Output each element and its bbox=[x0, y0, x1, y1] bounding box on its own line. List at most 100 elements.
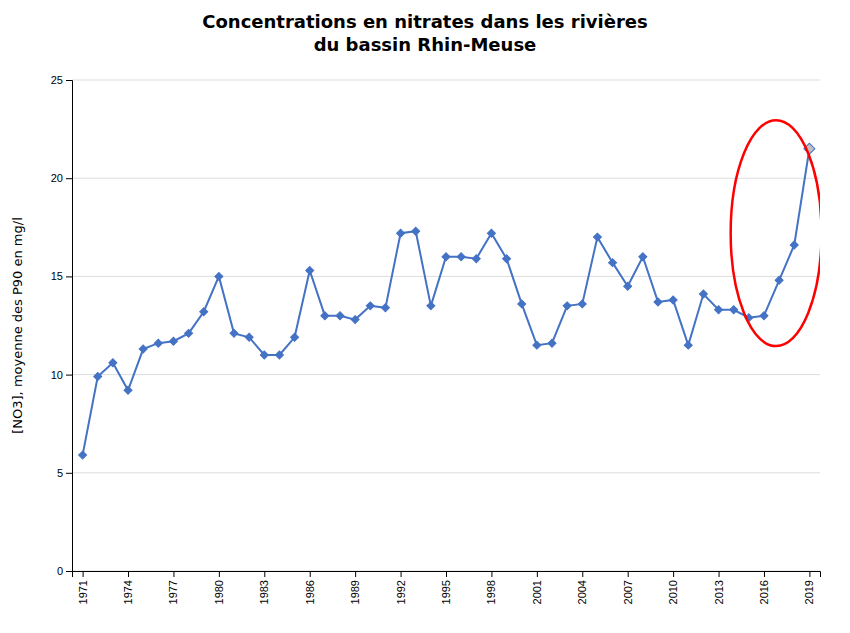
y-tick-label: 25 bbox=[51, 74, 63, 86]
x-tick: 1992 bbox=[395, 571, 407, 604]
grid-line bbox=[72, 80, 820, 81]
x-tick-label: 1995 bbox=[440, 580, 452, 604]
y-tick: 10 bbox=[51, 369, 72, 381]
point bbox=[699, 290, 707, 298]
point bbox=[487, 229, 495, 237]
x-tick-label: 2019 bbox=[803, 580, 815, 604]
point bbox=[306, 267, 314, 275]
x-tick-label: 2004 bbox=[576, 580, 588, 604]
title: Concentrations en nitrates dans les rivi… bbox=[202, 11, 647, 55]
y-axis-line bbox=[66, 81, 73, 572]
point bbox=[442, 253, 450, 261]
x-tick-mark bbox=[128, 571, 129, 577]
x-tick-mark bbox=[582, 571, 583, 577]
y-tick-mark bbox=[66, 178, 72, 179]
point bbox=[291, 333, 299, 341]
x-tick: 2001 bbox=[531, 571, 543, 604]
point bbox=[139, 345, 147, 353]
point bbox=[366, 302, 374, 310]
y-tick-label: 0 bbox=[57, 565, 63, 577]
point bbox=[336, 312, 344, 320]
point bbox=[472, 255, 480, 263]
x-tick: 2013 bbox=[713, 571, 725, 604]
chart: 1971 1974 1977 1980 1983 1986 1989 1992 1995 1998… bbox=[0, 0, 850, 633]
point bbox=[760, 312, 768, 320]
x-tick-mark bbox=[355, 571, 356, 577]
y-tick: 0 bbox=[57, 565, 72, 577]
point bbox=[609, 259, 617, 267]
x-tick: 1977 bbox=[167, 571, 179, 604]
x-tick-mark bbox=[719, 571, 720, 577]
y-tick-label: 20 bbox=[51, 172, 63, 184]
y-tick-mark bbox=[66, 571, 72, 572]
x-tick-label: 1989 bbox=[349, 580, 361, 604]
point bbox=[593, 233, 601, 241]
grid-line bbox=[72, 276, 820, 277]
y-axis-title: [NO3], moyenne des P90 en mg/l bbox=[10, 217, 25, 434]
point bbox=[260, 351, 268, 359]
x-tick: 2007 bbox=[622, 571, 634, 604]
point bbox=[730, 306, 738, 314]
x-tick: 1974 bbox=[122, 571, 134, 604]
grid bbox=[72, 80, 820, 571]
x-tick-mark bbox=[264, 571, 265, 577]
x-tick-mark bbox=[83, 571, 84, 577]
point bbox=[321, 312, 329, 320]
point bbox=[185, 329, 193, 337]
point bbox=[275, 351, 283, 359]
point bbox=[684, 341, 692, 349]
y-tick-mark bbox=[66, 375, 72, 376]
x-tick-label: 2010 bbox=[667, 580, 679, 604]
x-tick-mark bbox=[764, 571, 765, 577]
point bbox=[639, 253, 647, 261]
x-tick-label: 1998 bbox=[485, 580, 497, 604]
point bbox=[790, 241, 798, 249]
x-tick-label: 2016 bbox=[758, 580, 770, 604]
y-tick: 5 bbox=[57, 467, 72, 479]
x-tick: 1983 bbox=[258, 571, 270, 604]
point bbox=[351, 316, 359, 324]
y-tick: 25 bbox=[51, 74, 72, 86]
y-tick-mark bbox=[66, 276, 72, 277]
x-tick-mark bbox=[491, 571, 492, 577]
point bbox=[775, 276, 783, 284]
x-tick: 1980 bbox=[213, 571, 225, 604]
grid-line bbox=[72, 472, 820, 473]
x-tick-label: 2001 bbox=[531, 580, 543, 604]
y-tick-label: 10 bbox=[51, 369, 63, 381]
x-tick-label: 2013 bbox=[713, 580, 725, 604]
point bbox=[715, 306, 723, 314]
x-tick-label: 1980 bbox=[213, 580, 225, 604]
point bbox=[109, 359, 117, 367]
x-tick-mark bbox=[809, 571, 810, 577]
x-tick: 2010 bbox=[667, 571, 679, 604]
point bbox=[669, 296, 677, 304]
x-tick: 1986 bbox=[304, 571, 316, 604]
grid-line bbox=[72, 374, 820, 375]
series-line bbox=[83, 149, 810, 455]
point bbox=[578, 300, 586, 308]
x-tick: 1998 bbox=[485, 571, 497, 604]
point bbox=[215, 272, 223, 280]
plot: 1971 1974 1977 1980 1983 1986 1989 1992 1995 1998… bbox=[51, 74, 822, 604]
x-tick-mark bbox=[628, 571, 629, 577]
x-tick-label: 1971 bbox=[77, 580, 89, 604]
point bbox=[154, 339, 162, 347]
x-axis-line bbox=[73, 572, 821, 578]
y-tick-mark bbox=[66, 473, 72, 474]
point bbox=[381, 304, 389, 312]
point bbox=[518, 300, 526, 308]
point bbox=[230, 329, 238, 337]
point bbox=[654, 298, 662, 306]
y-tick: 20 bbox=[51, 172, 72, 184]
y-tick-mark bbox=[66, 80, 72, 81]
y-tick: 15 bbox=[51, 270, 72, 282]
point bbox=[124, 386, 132, 394]
point bbox=[94, 373, 102, 381]
point bbox=[563, 302, 571, 310]
x-tick-mark bbox=[537, 571, 538, 577]
x-tick: 1989 bbox=[349, 571, 361, 604]
point bbox=[533, 341, 541, 349]
x-tick-label: 1992 bbox=[395, 580, 407, 604]
x-tick: 1971 bbox=[77, 571, 89, 604]
